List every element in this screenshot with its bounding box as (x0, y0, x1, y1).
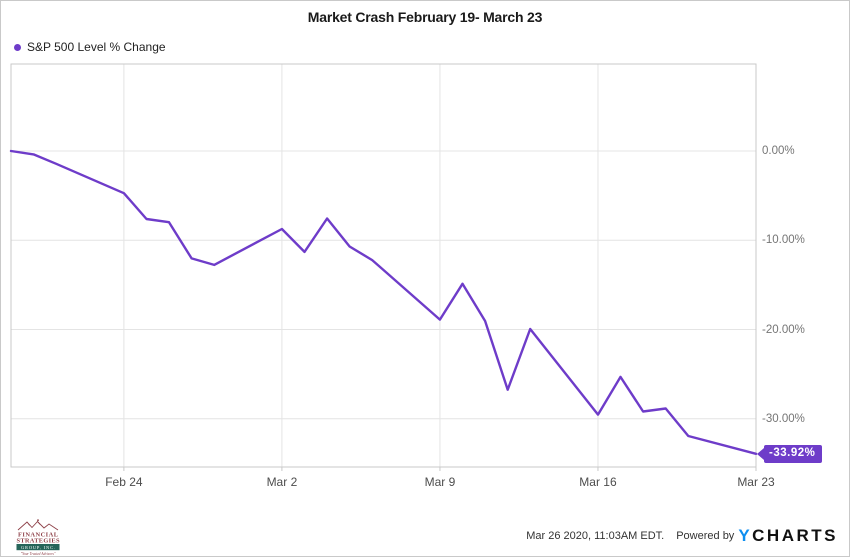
powered-by-label: Powered by (676, 530, 735, 542)
y-axis-label: 0.00% (762, 145, 795, 158)
logo-tagline: "Your Trusted Advisors" (21, 552, 56, 556)
legend-label: S&P 500 Level % Change (27, 40, 166, 54)
mountains-icon (17, 519, 59, 531)
y-axis-label: -20.00% (762, 323, 805, 336)
sp500-series-line (9, 149, 758, 455)
timestamp: Mar 26 2020, 11:03AM EDT. (526, 530, 665, 542)
last-value-badge: -33.92% (756, 444, 823, 463)
logo-line3: GROUP, INC. (21, 545, 55, 551)
logo-line2: STRATEGIES (17, 538, 60, 545)
legend-marker-icon (14, 43, 21, 51)
financial-strategies-logo: FINANCIAL STRATEGIES GROUP, INC. "Your T… (15, 519, 61, 556)
x-axis-label: Feb 24 (105, 475, 143, 489)
y-axis-label: -30.00% (762, 412, 805, 425)
logo-line1: FINANCIAL (18, 532, 58, 539)
x-axis-label: Mar 16 (579, 475, 617, 489)
x-axis-label: Mar 23 (737, 475, 775, 489)
chart-title: Market Crash February 19- March 23 (307, 9, 543, 25)
ycharts-logo: YCHARTS (738, 526, 838, 546)
ycharts-rest: CHARTS (752, 526, 838, 545)
legend: S&P 500 Level % Change (14, 40, 166, 54)
x-axis-label: Mar 9 (424, 475, 456, 489)
footer-right: Mar 26 2020, 11:03AM EDT. Powered by YCH… (526, 523, 838, 549)
plot-border (10, 63, 757, 468)
ycharts-y: Y (738, 526, 753, 545)
x-axis-label: Mar 2 (266, 475, 298, 489)
y-axis-label: -10.00% (762, 234, 805, 247)
